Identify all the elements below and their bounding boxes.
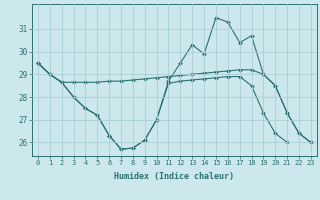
X-axis label: Humidex (Indice chaleur): Humidex (Indice chaleur): [115, 172, 234, 181]
